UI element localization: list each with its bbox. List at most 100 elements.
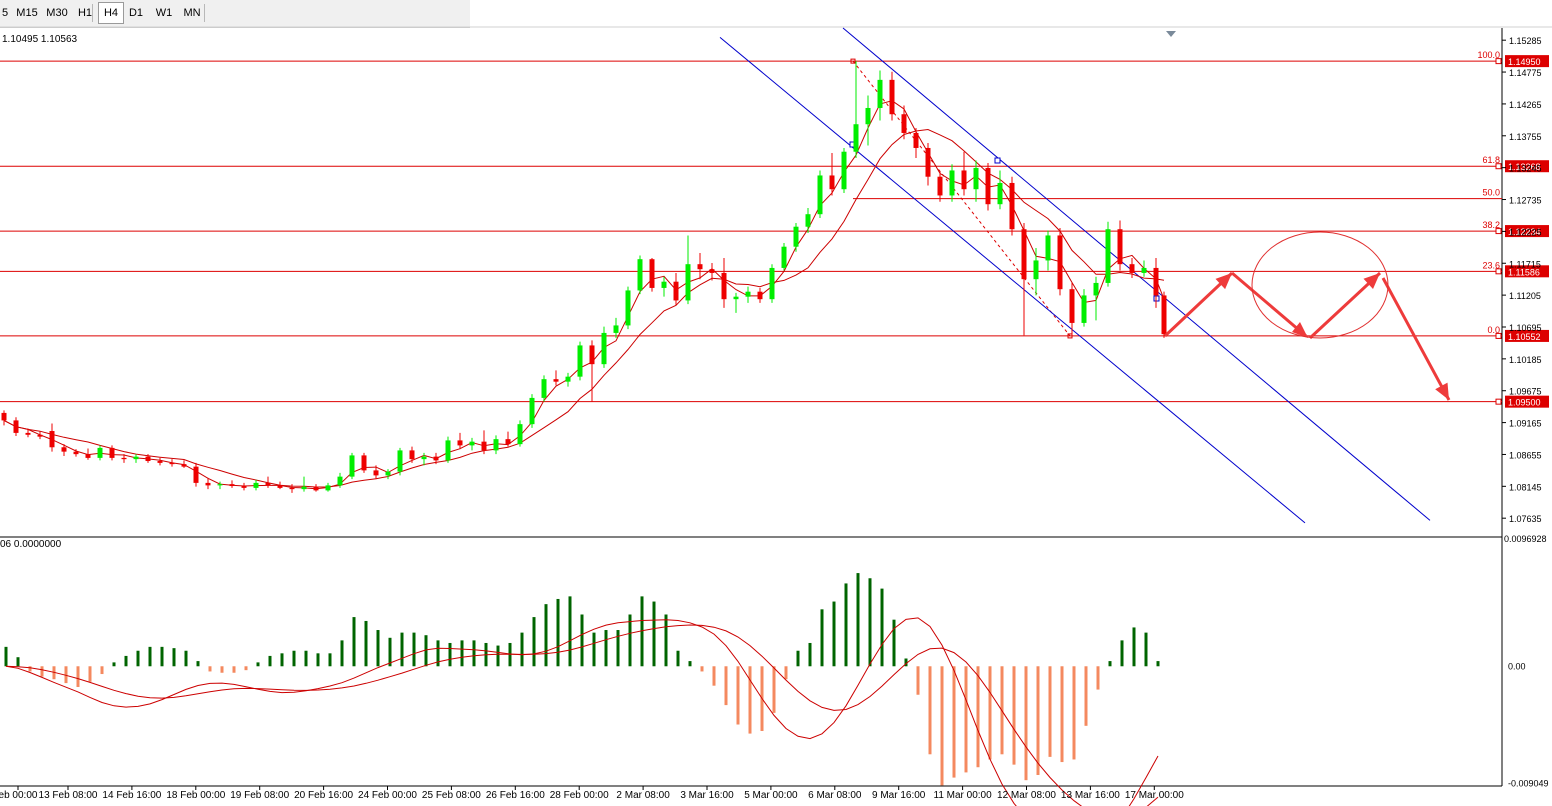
time-tick-label: 6 Mar 08:00 [808,790,862,801]
macd-histogram-bar-positive [520,632,524,667]
bull-candle [385,471,391,476]
macd-histogram-bar-negative [964,666,968,773]
symbol-info-label: 1.10495 1.10563 [2,34,78,45]
macd-histogram-bar-negative [1012,666,1016,765]
macd-histogram-bar-negative [220,666,224,673]
bear-candle [1161,295,1167,335]
bear-candle [673,281,679,301]
bear-candle [121,457,127,460]
macd-histogram-bar-negative [28,666,32,672]
bear-candle [901,114,907,133]
fib-level-label: 0.0 [1487,325,1500,335]
macd-histogram-bar-negative [76,666,80,687]
price-level-badge-label: 1.09500 [1508,398,1541,408]
price-tick-label: 1.14265 [1509,100,1542,110]
bull-candle [337,476,343,486]
slow-moving-average-line [3,128,1165,488]
level-handle[interactable] [1495,398,1502,405]
time-tick-label: 2 Mar 08:00 [616,790,670,801]
time-tick-label: 3 Mar 16:00 [680,790,734,801]
macd-histogram-bar-positive [676,650,680,667]
level-handle[interactable] [1495,58,1502,65]
bear-candle [265,482,271,486]
timeframe-mn-button[interactable]: MN [183,7,201,19]
price-level-badge-label: 1.12234 [1508,227,1541,237]
bear-candle [757,291,763,300]
macd-tick-label: 0.0096928 [1504,534,1547,544]
macd-histogram-bar-positive [412,632,416,667]
bull-candle [1093,282,1099,296]
macd-histogram-bar-positive [640,596,644,667]
macd-histogram-bar-positive [1156,661,1160,667]
bear-candle [937,176,943,196]
bear-candle [49,431,55,448]
bull-candle [997,182,1003,205]
bear-candle [925,147,931,177]
timeframe-d1-button[interactable]: D1 [128,7,144,19]
fib-anchor-handle[interactable] [850,58,856,64]
bull-candle [601,332,607,365]
price-level-badge-label: 1.10552 [1508,332,1541,342]
bear-candle [889,79,895,115]
bull-candle [613,325,619,333]
bear-candle [553,379,559,382]
bull-candle [637,259,643,291]
bear-candle [241,486,247,488]
bear-candle [109,447,115,458]
bear-candle [61,447,67,452]
macd-histogram-bar-positive [568,596,572,667]
macd-histogram-bar-negative [736,666,740,725]
macd-histogram-bar-positive [16,657,20,667]
macd-histogram-bar-negative [1084,666,1088,726]
bear-candle [145,456,151,462]
macd-histogram-bar-negative [244,666,248,671]
bear-candle [1153,267,1159,296]
macd-histogram-bar-positive [112,662,116,667]
bear-candle [1,412,7,421]
level-handle[interactable] [1495,268,1502,275]
price-level-badge [1505,160,1549,173]
macd-histogram-bar-positive [1120,640,1124,667]
forecast-arrow-down-final-head [1435,382,1449,400]
price-level-badge-label: 1.13268 [1508,162,1541,172]
macd-histogram-bar-positive [148,646,152,667]
macd-histogram-bar-positive [136,650,140,667]
bear-candle [829,175,835,190]
macd-histogram-bar-positive [256,662,260,667]
bull-candle [853,124,859,152]
bear-candle [205,482,211,486]
macd-histogram-bar-positive [688,661,692,667]
bull-candle [397,450,403,472]
time-tick-label: 17 Mar 00:00 [1125,790,1184,801]
macd-signal-line [5,624,1159,806]
time-tick-label: 14 Feb 16:00 [102,790,161,801]
timeframe-h1-button[interactable]: H1 [77,7,93,19]
time-tick-label: 28 Feb 00:00 [550,790,609,801]
bull-candle [877,79,883,108]
timeframe-m15-button[interactable]: M15 [16,7,38,19]
channel-handle[interactable] [994,157,1001,164]
macd-histogram-bar-positive [124,655,128,667]
level-handle[interactable] [1495,228,1502,235]
level-handle[interactable] [1495,163,1502,170]
timeframe-h4-button[interactable]: H4 [98,2,124,24]
bull-candle [421,456,427,460]
price-level-badge [1505,265,1549,278]
timeframe-m30-button[interactable]: M30 [46,7,68,19]
level-handle[interactable] [1495,332,1502,339]
macd-histogram-bar-positive [340,640,344,667]
chart-shift-marker-icon[interactable] [1166,31,1176,37]
bear-candle [589,345,595,365]
timeframe-w1-button[interactable]: W1 [155,7,173,19]
bear-candle [373,470,379,476]
bull-candle [517,424,523,445]
macd-histogram-bar-negative [916,666,920,695]
bull-candle [529,397,535,425]
fib-level-label: 23.6 [1482,260,1500,270]
macd-histogram-bar-negative [748,666,752,734]
bear-candle [697,264,703,270]
bear-candle [913,132,919,148]
price-level-badge [1505,329,1549,342]
bear-candle [1057,235,1063,290]
timeframe-5-button[interactable]: 5 [1,7,9,19]
